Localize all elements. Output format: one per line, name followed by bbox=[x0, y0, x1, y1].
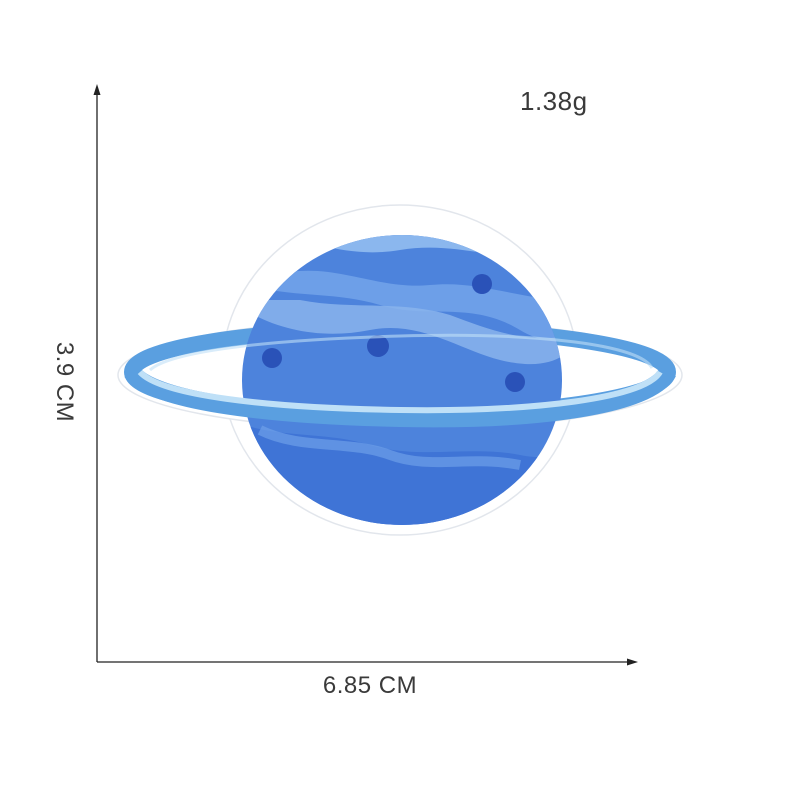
crater-spots bbox=[262, 274, 525, 392]
height-arrow-head-icon bbox=[93, 84, 101, 95]
width-arrow-head-icon bbox=[627, 658, 638, 666]
height-dimension-label: 3.9 CM bbox=[51, 341, 78, 423]
ring-front bbox=[124, 366, 676, 428]
width-dimension-label: 6.85 CM bbox=[322, 672, 418, 699]
weight-label: 1.38g bbox=[520, 86, 588, 116]
ring-highlight bbox=[137, 369, 663, 414]
